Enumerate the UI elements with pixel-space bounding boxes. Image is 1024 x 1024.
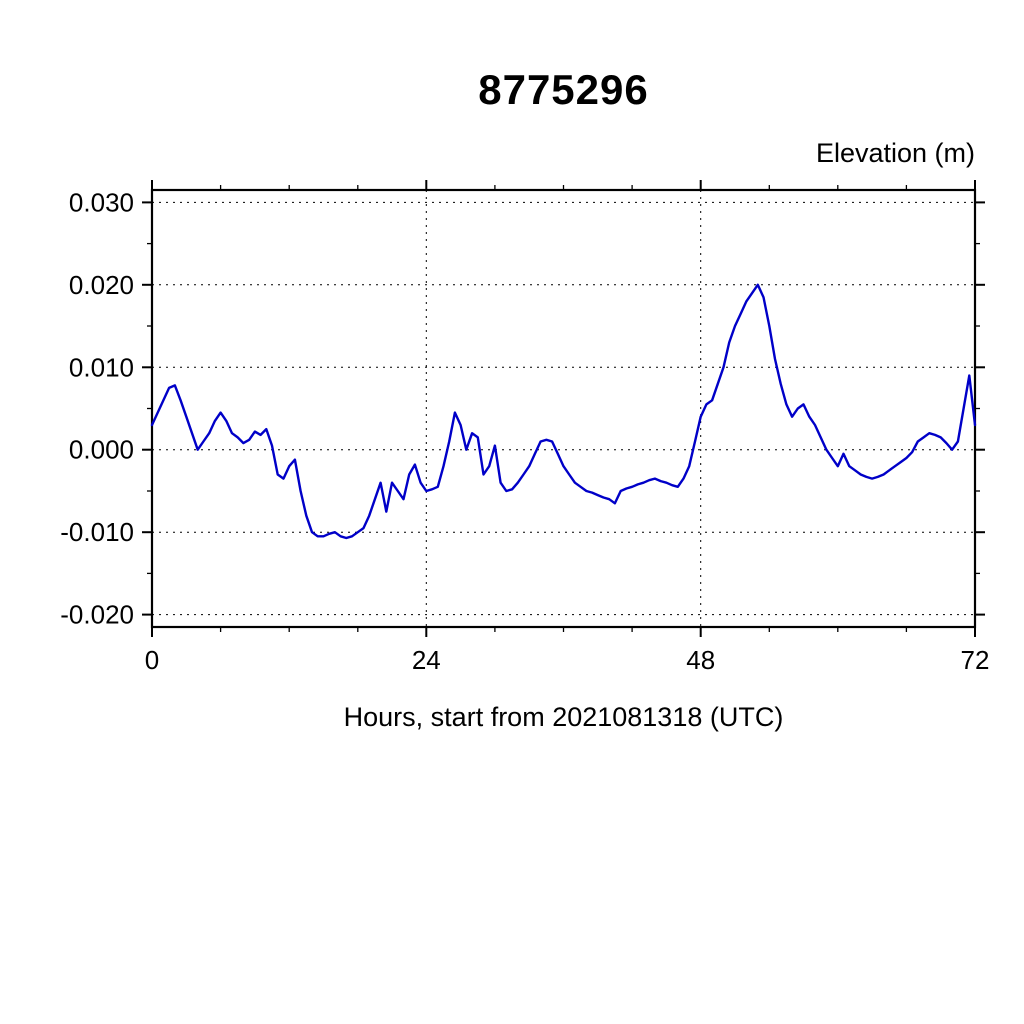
plot-frame xyxy=(150,188,977,629)
x-tick-label: 0 xyxy=(145,645,159,675)
chart-title: 8775296 xyxy=(478,66,649,113)
y-tick-label: -0.020 xyxy=(60,600,134,630)
x-tick-label: 24 xyxy=(412,645,441,675)
y-tick-label: 0.000 xyxy=(69,435,134,465)
y-tick-label: 0.030 xyxy=(69,187,134,217)
x-axis-label: Hours, start from 2021081318 (UTC) xyxy=(343,702,784,732)
x-tick-label: 48 xyxy=(686,645,715,675)
elevation-line xyxy=(150,283,977,540)
elevation-axis-label: Elevation (m) xyxy=(815,138,975,168)
y-tick-label: -0.010 xyxy=(60,517,134,547)
y-tick-label: 0.010 xyxy=(69,352,134,382)
x-tick-label: 72 xyxy=(961,645,990,675)
y-tick-label: 0.020 xyxy=(69,270,134,300)
